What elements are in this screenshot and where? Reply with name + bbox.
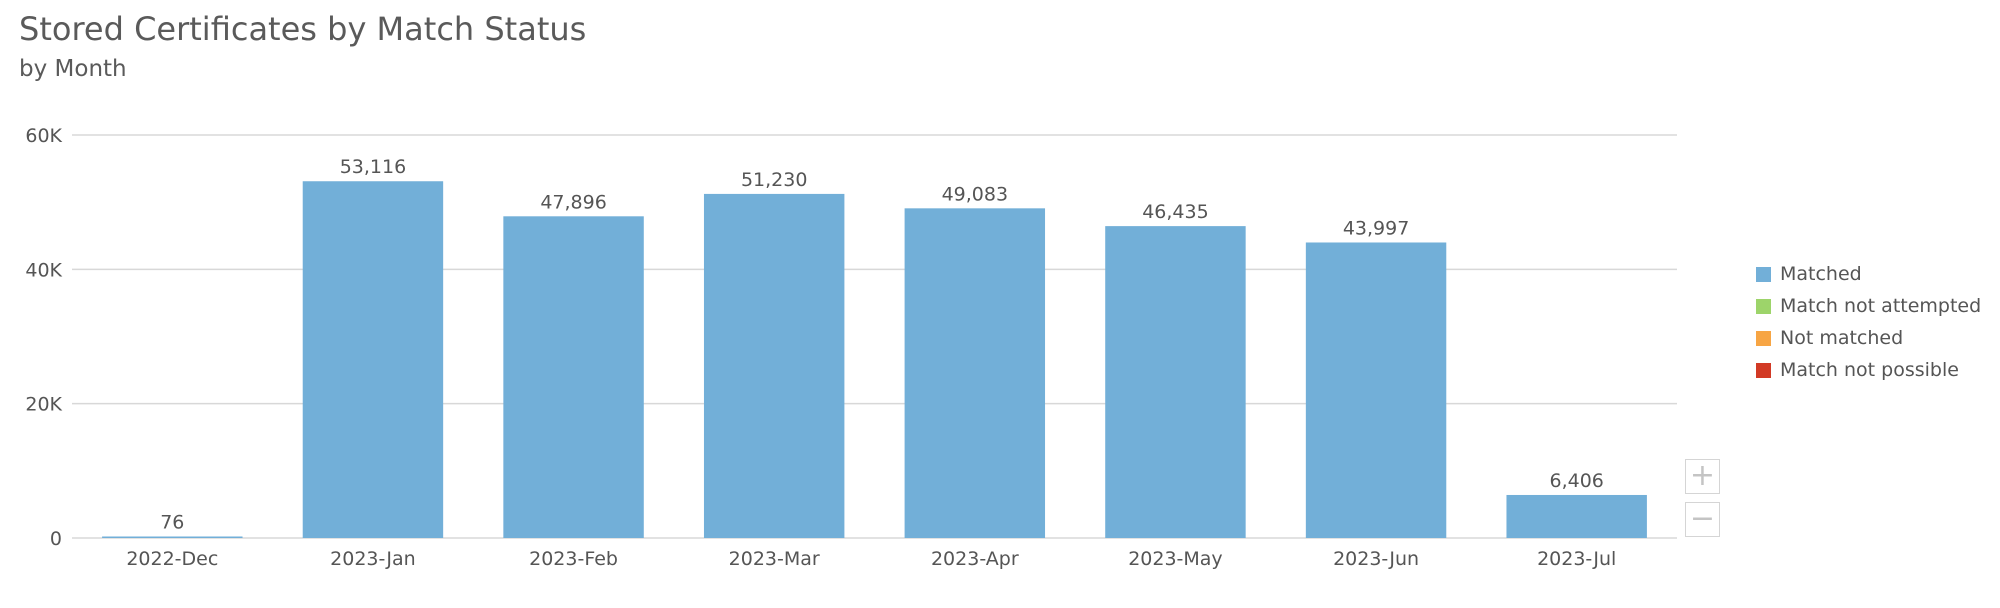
zoom-in-button[interactable]: + [1685, 459, 1720, 494]
data-label: 6,406 [1549, 470, 1603, 492]
legend-item-match-not-attempted[interactable]: Match not attempted [1756, 290, 1981, 322]
x-tick-label: 2023-May [1128, 548, 1223, 570]
legend-swatch-matched [1756, 266, 1771, 282]
legend-label-match-not-attempted: Match not attempted [1780, 295, 1982, 317]
minus-icon: − [1689, 501, 1716, 536]
zoom-out-button[interactable]: − [1685, 502, 1720, 537]
legend-label-not-matched: Not matched [1780, 327, 1904, 349]
data-label: 51,230 [741, 169, 807, 191]
bar-matched[interactable] [904, 208, 1046, 538]
legend-item-matched[interactable]: Matched [1756, 258, 1981, 290]
chart-subtitle: by Month [19, 56, 127, 82]
legend-swatch-match-not-attempted [1756, 298, 1771, 314]
x-tick-label: 2023-Mar [729, 548, 820, 570]
x-tick-label: 2023-Jun [1333, 548, 1419, 570]
legend-swatch-not-matched [1756, 330, 1771, 346]
legend: Matched Match not attempted Not matched … [1756, 258, 1981, 386]
data-label: 46,435 [1142, 201, 1208, 223]
x-tick-label: 2023-Feb [529, 548, 618, 570]
chart-title: Stored Certificates by Match Status [19, 10, 587, 48]
bar-matched[interactable] [1305, 242, 1447, 538]
plus-icon: + [1689, 458, 1716, 493]
y-tick-label: 60K [25, 125, 62, 147]
x-tick-label: 2023-Jan [330, 548, 416, 570]
data-label: 43,997 [1343, 217, 1409, 239]
y-tick-label: 0 [50, 528, 62, 550]
data-label: 47,896 [540, 191, 606, 213]
legend-swatch-match-not-possible [1756, 362, 1771, 378]
legend-label-match-not-possible: Match not possible [1780, 359, 1959, 381]
bar-matched[interactable] [102, 536, 243, 539]
bar-matched[interactable] [1506, 494, 1647, 538]
x-tick-label: 2023-Jul [1537, 548, 1616, 570]
data-label: 53,116 [340, 156, 406, 178]
bar-matched[interactable] [703, 193, 845, 539]
legend-item-match-not-possible[interactable]: Match not possible [1756, 354, 1981, 386]
y-tick-label: 40K [25, 259, 62, 281]
bar-matched[interactable] [1105, 226, 1246, 539]
legend-label-matched: Matched [1780, 263, 1862, 285]
x-tick-label: 2023-Apr [931, 548, 1019, 570]
bar-matched[interactable] [503, 216, 644, 539]
data-label: 76 [160, 512, 184, 534]
bar-matched[interactable] [302, 181, 444, 538]
y-tick-label: 20K [25, 394, 62, 416]
x-tick-label: 2022-Dec [126, 548, 218, 570]
legend-item-not-matched[interactable]: Not matched [1756, 322, 1981, 354]
data-label: 49,083 [942, 183, 1008, 205]
